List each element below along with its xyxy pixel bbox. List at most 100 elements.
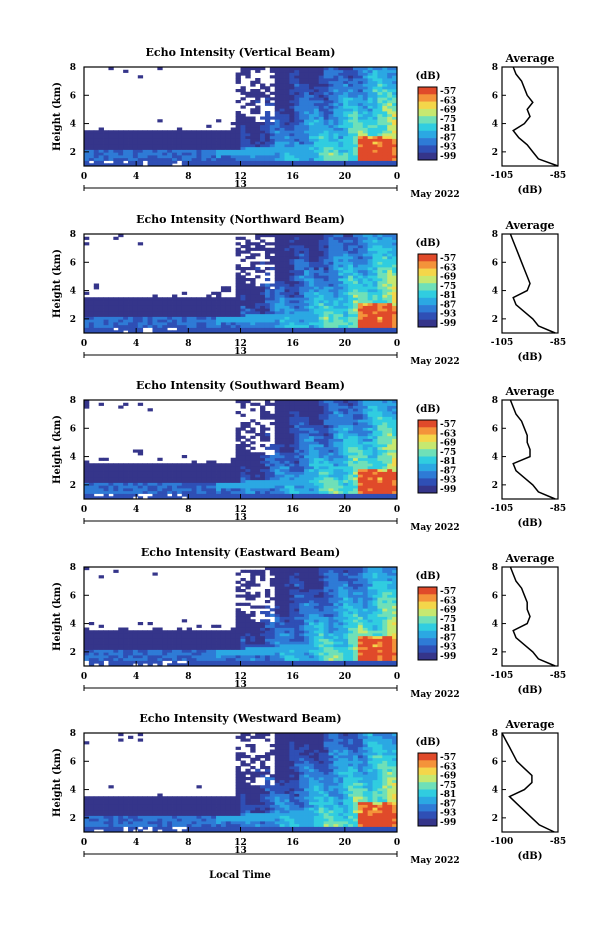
heatmap-cell: [392, 269, 398, 273]
heatmap-cell: [362, 446, 369, 450]
heatmap-cell: [323, 152, 329, 156]
heatmap-cell: [284, 294, 290, 298]
heatmap-cell: [387, 463, 393, 467]
heatmap-cell: [240, 322, 246, 326]
heatmap-cell: [264, 324, 271, 328]
heatmap-cell: [357, 149, 364, 153]
heatmap-cell: [338, 330, 344, 334]
heatmap-cell: [392, 419, 398, 423]
heatmap-cell: [245, 474, 251, 478]
heatmap-cell: [367, 482, 373, 486]
heatmap-cell: [382, 72, 388, 76]
heatmap-cell: [269, 316, 276, 320]
heatmap-cell: [108, 644, 114, 648]
heatmap-cell: [93, 660, 100, 664]
heatmap-cell: [348, 482, 354, 486]
heatmap-cell: [357, 322, 364, 326]
heatmap-cell: [162, 138, 168, 142]
heatmap-cell: [308, 236, 315, 240]
heatmap-cell: [137, 324, 144, 328]
heatmap-cell: [152, 572, 158, 576]
heatmap-cell: [323, 327, 329, 331]
heatmap-cell: [333, 135, 339, 139]
heatmap-cell: [118, 300, 124, 304]
heatmap-cell: [157, 311, 163, 315]
heatmap-cell: [128, 655, 134, 659]
heatmap-cell: [147, 649, 153, 653]
heatmap-cell: [367, 100, 373, 104]
heatmap-cell: [382, 300, 388, 304]
heatmap-cell: [167, 149, 173, 153]
heatmap-cell: [387, 267, 393, 271]
heatmap-cell: [172, 463, 178, 467]
heatmap-cell: [132, 305, 139, 309]
heatmap-cell: [323, 253, 329, 257]
heatmap-cell: [338, 463, 344, 467]
heatmap-cell: [289, 493, 295, 497]
heatmap-cell: [284, 155, 290, 159]
heatmap-cell: [343, 133, 349, 137]
heatmap-cell: [323, 155, 329, 159]
heatmap-cell: [264, 100, 271, 104]
heatmap-cell: [352, 302, 359, 306]
heatmap-cell: [289, 468, 295, 472]
heatmap-cell: [313, 479, 320, 483]
heatmap-cell: [98, 127, 104, 131]
heatmap-cell: [372, 105, 378, 109]
heatmap-cell: [362, 253, 369, 257]
heatmap-cell: [289, 105, 295, 109]
heatmap-cell: [323, 324, 329, 328]
heatmap-cell: [260, 91, 266, 95]
heatmap-cell: [216, 305, 222, 309]
heatmap-cell: [299, 446, 305, 450]
heatmap-cell: [328, 416, 334, 420]
heatmap-cell: [328, 91, 334, 95]
heatmap-cell: [328, 127, 334, 131]
heatmap-cell: [93, 324, 100, 328]
heatmap-cell: [357, 330, 364, 334]
heatmap-cell: [392, 144, 398, 148]
heatmap-cell: [352, 111, 359, 115]
heatmap-cell: [279, 67, 285, 71]
heatmap-cell: [181, 163, 188, 167]
heatmap-cell: [279, 163, 285, 167]
heatmap-cell: [113, 641, 119, 645]
heatmap-cell: [304, 452, 310, 456]
heatmap-cell: [343, 157, 349, 161]
heatmap-cell: [308, 280, 315, 284]
heatmap-cell: [352, 278, 359, 282]
heatmap-cell: [308, 324, 315, 328]
heatmap-cell: [299, 297, 305, 301]
heatmap-cell: [279, 457, 285, 461]
heatmap-cell: [313, 242, 320, 246]
heatmap-cell: [328, 78, 334, 82]
heatmap-cell: [269, 490, 276, 494]
heatmap-cell: [333, 289, 339, 293]
heatmap-cell: [328, 144, 334, 148]
heatmap-cell: [289, 89, 295, 93]
heatmap-cell: [372, 149, 378, 153]
heatmap-cell: [260, 322, 266, 326]
heatmap-cell: [338, 160, 344, 164]
heatmap-cell: [304, 474, 310, 478]
heatmap-cell: [328, 435, 334, 439]
heatmap-cell: [167, 160, 173, 164]
colorbar-frame: [417, 419, 438, 494]
heatmap-cell: [382, 411, 388, 415]
heatmap-cell: [343, 411, 349, 415]
heatmap-cell: [167, 477, 173, 481]
heatmap-cell: [392, 460, 398, 464]
heatmap-cell: [392, 261, 398, 265]
panel-2: Echo Intensity (Southward Beam)2468Heigh…: [52, 379, 566, 533]
heatmap-cell: [108, 488, 114, 492]
heatmap-cell: [372, 157, 378, 161]
heatmap-cell: [240, 141, 246, 145]
heatmap-cell: [328, 430, 334, 434]
heatmap-cell: [181, 493, 188, 497]
heatmap-cell: [333, 146, 339, 150]
heatmap-cell: [392, 157, 398, 161]
heatmap-cell: [93, 130, 100, 134]
heatmap-cell: [392, 242, 398, 246]
heatmap-cell: [264, 261, 271, 265]
heatmap-cell: [372, 405, 378, 409]
